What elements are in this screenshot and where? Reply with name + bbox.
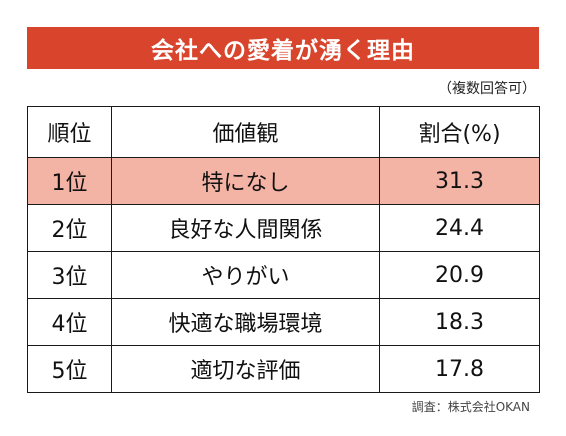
percent-cell: 18.3 xyxy=(379,298,540,346)
column-header-percent: 割合(%) xyxy=(379,106,540,158)
column-header-rank: 順位 xyxy=(27,106,112,158)
percent-cell: 20.9 xyxy=(379,251,540,299)
rank-cell: 1位 xyxy=(27,157,112,205)
percent-cell: 24.4 xyxy=(379,204,540,252)
table-row: 5位 適切な評価 17.8 xyxy=(27,345,540,393)
label-cell: 特になし xyxy=(111,157,380,205)
label-cell: 適切な評価 xyxy=(111,345,380,393)
rank-cell: 4位 xyxy=(27,298,112,346)
title-banner: 会社への愛着が湧く理由 xyxy=(27,27,539,69)
table-row: 3位 やりがい 20.9 xyxy=(27,251,540,299)
label-cell: やりがい xyxy=(111,251,380,299)
rank-cell: 3位 xyxy=(27,251,112,299)
multiple-answers-note: （複数回答可） xyxy=(438,81,536,97)
percent-cell: 31.3 xyxy=(379,157,540,205)
rank-cell: 5位 xyxy=(27,345,112,393)
label-cell: 良好な人間関係 xyxy=(111,204,380,252)
ranking-table: 順位 価値観 割合(%) 1位 特になし 31.3 2位 良好な人間関係 24.… xyxy=(27,106,540,393)
table-row: 1位 特になし 31.3 xyxy=(27,157,540,205)
table-header-row: 順位 価値観 割合(%) xyxy=(27,106,540,158)
column-header-value: 価値観 xyxy=(111,106,380,158)
percent-cell: 17.8 xyxy=(379,345,540,393)
rank-cell: 2位 xyxy=(27,204,112,252)
label-cell: 快適な職場環境 xyxy=(111,298,380,346)
source-credit: 調査：株式会社OKAN xyxy=(411,400,530,414)
table-row: 2位 良好な人間関係 24.4 xyxy=(27,204,540,252)
table-row: 4位 快適な職場環境 18.3 xyxy=(27,298,540,346)
